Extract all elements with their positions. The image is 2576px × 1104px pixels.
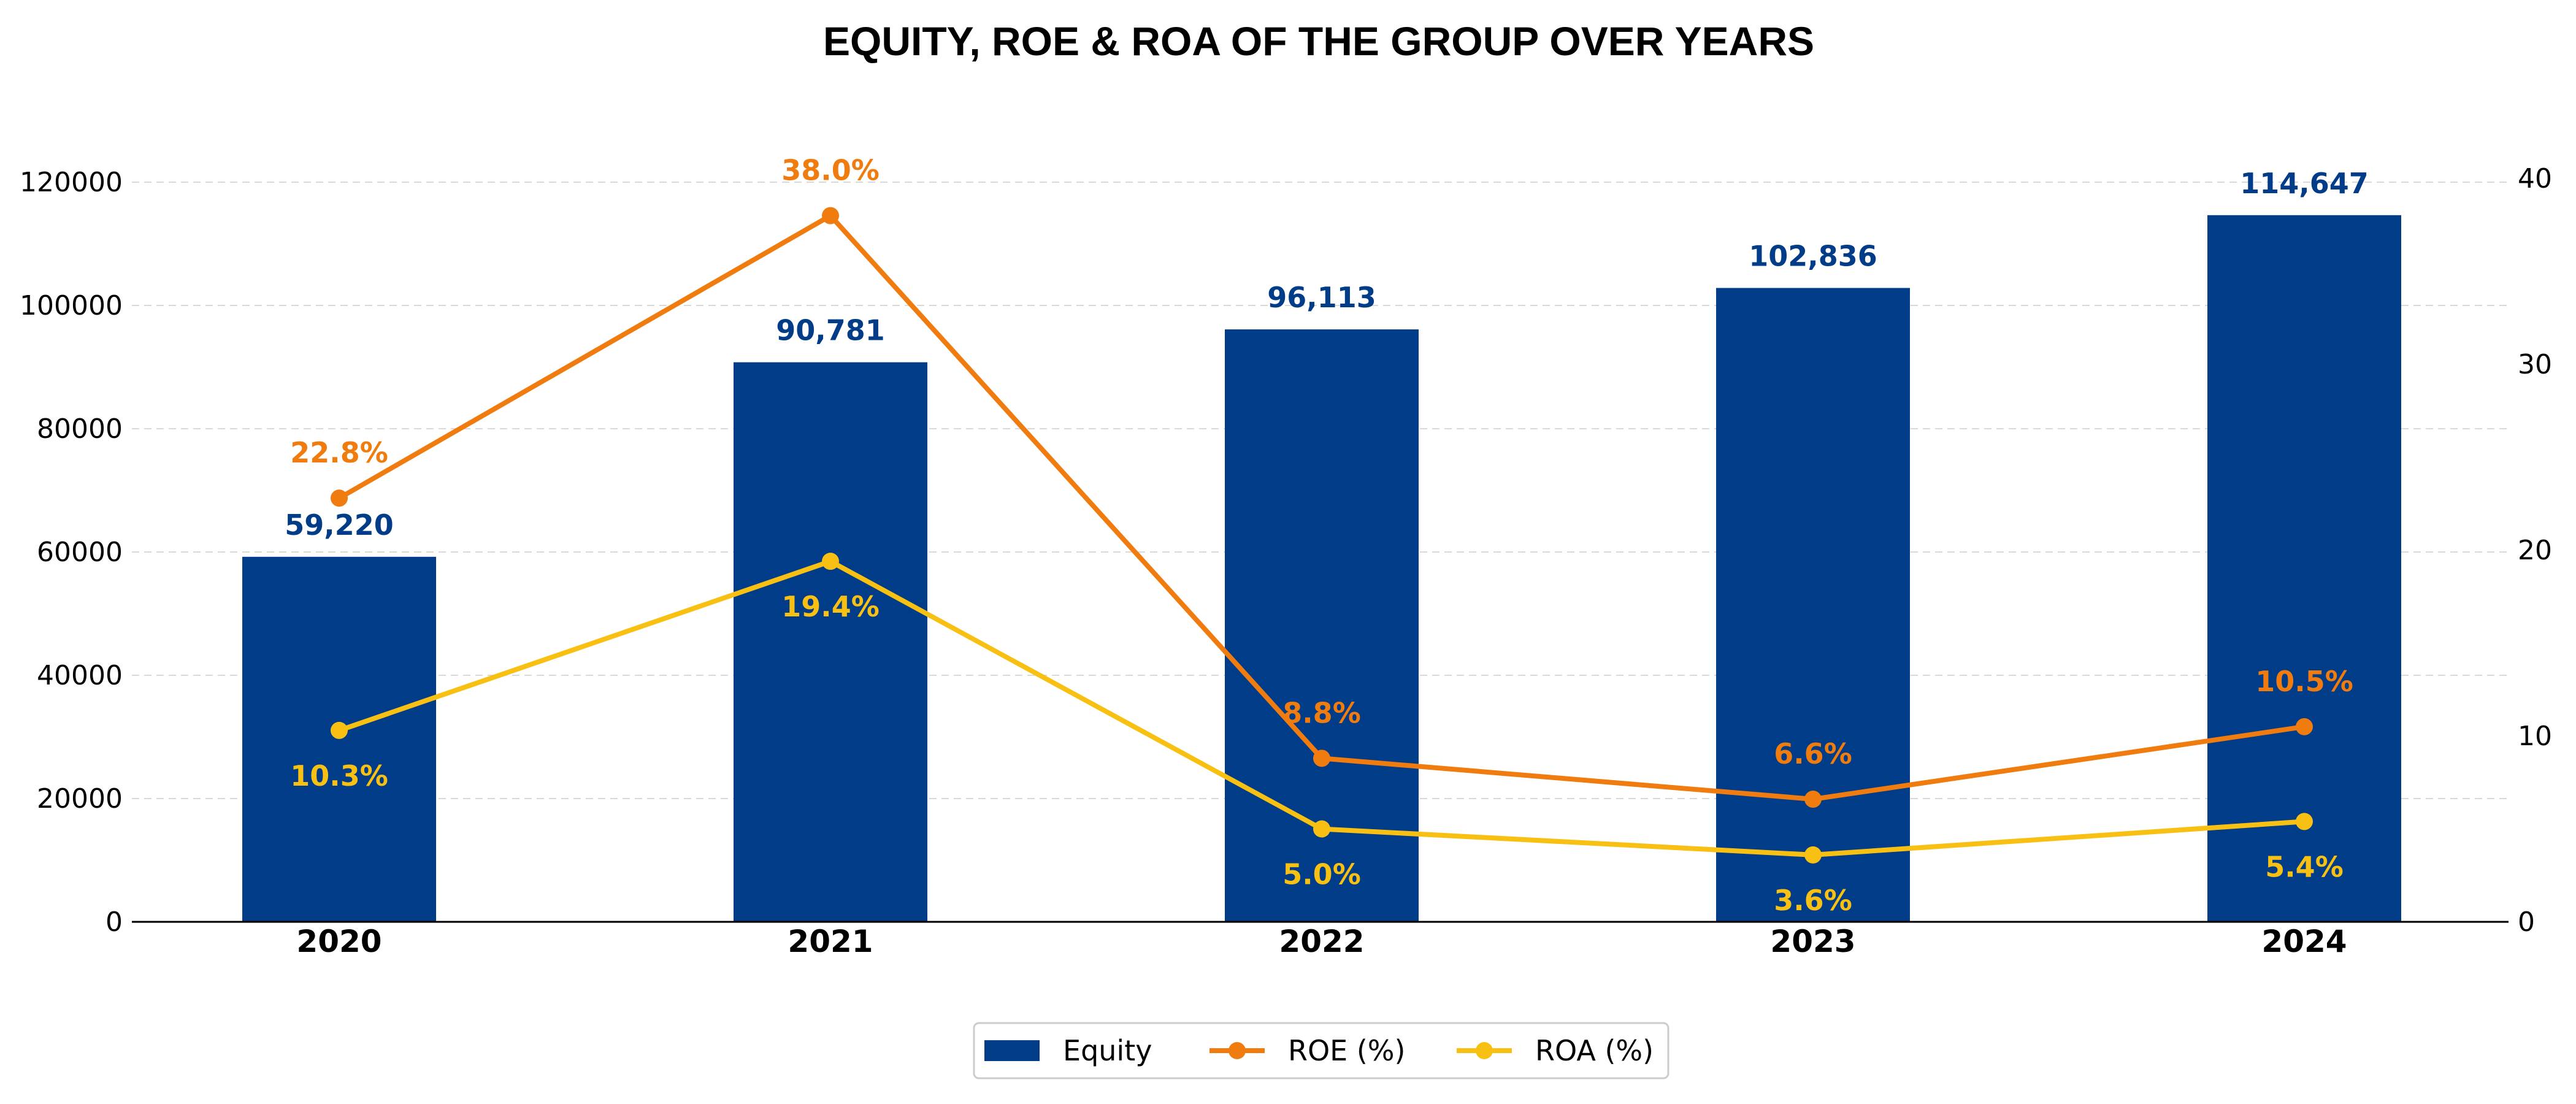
series-data-label: 3.6% xyxy=(1774,884,1852,917)
series-point xyxy=(1804,846,1822,864)
series-point xyxy=(1313,820,1330,838)
legend-label: Equity xyxy=(1063,1034,1152,1067)
x-tick-label: 2020 xyxy=(296,924,381,959)
y-left-tick-label: 80000 xyxy=(37,413,123,445)
series-point xyxy=(1313,749,1330,767)
legend: Equity ROE (%) ROA (%) xyxy=(973,1022,1669,1079)
series-point xyxy=(2296,718,2313,735)
series-data-label: 8.8% xyxy=(1282,696,1361,729)
equity-bar xyxy=(734,362,927,922)
series-point xyxy=(1804,791,1822,808)
y-left-tick-label: 120000 xyxy=(20,167,123,198)
y-left-tick-label: 100000 xyxy=(20,290,123,321)
x-tick-label: 2023 xyxy=(1770,924,1855,959)
series-data-label: 19.4% xyxy=(781,590,880,623)
axes: 0 20000 40000 60000 80000 100000 120000 0 10 20 30… xyxy=(20,163,2552,959)
series-point xyxy=(2296,813,2313,830)
y-right-tick-label: 0 xyxy=(2518,907,2535,938)
series-data-label: 22.8% xyxy=(290,436,388,469)
ratio-lines xyxy=(331,207,2313,864)
y-left-tick-label: 0 xyxy=(105,907,123,938)
equity-data-label: 59,220 xyxy=(285,508,394,542)
legend-box xyxy=(973,1022,1669,1079)
equity-bars xyxy=(242,215,2401,922)
equity-bar xyxy=(2207,215,2401,922)
chart-title: EQUITY, ROE & ROA OF THE GROUP OVER YEAR… xyxy=(823,18,1814,64)
series-data-label: 38.0% xyxy=(781,154,880,187)
y-right-tick-label: 30 xyxy=(2518,349,2552,380)
series-point xyxy=(822,207,839,224)
x-tick-label: 2024 xyxy=(2261,924,2347,959)
series-data-label: 6.6% xyxy=(1774,737,1852,770)
series-data-label: 5.4% xyxy=(2265,850,2344,883)
equity-data-label: 90,781 xyxy=(776,314,885,347)
legend-label: ROA (%) xyxy=(1535,1034,1654,1067)
equity-data-label: 114,647 xyxy=(2240,167,2369,200)
y-left-tick-label: 20000 xyxy=(37,783,123,815)
series-data-label: 5.0% xyxy=(1282,858,1361,891)
equity-data-label: 102,836 xyxy=(1749,239,1877,272)
data-labels: 59,220 90,781 96,113 102,836 114,647 22.8% 38.… xyxy=(285,154,2369,917)
gridlines xyxy=(132,182,2509,799)
y-right-tick-label: 20 xyxy=(2518,535,2552,566)
series-data-label: 10.3% xyxy=(290,759,388,792)
series-data-label: 10.5% xyxy=(2255,665,2353,698)
y-left-tick-label: 60000 xyxy=(37,537,123,568)
series-point xyxy=(822,553,839,570)
x-tick-label: 2021 xyxy=(788,924,873,959)
y-right-tick-label: 40 xyxy=(2518,163,2552,194)
legend-swatch-marker xyxy=(1229,1042,1246,1059)
series-point xyxy=(331,489,348,507)
equity-bar xyxy=(1716,288,1910,922)
equity-bar xyxy=(242,556,436,922)
legend-swatch-bar xyxy=(984,1040,1040,1061)
y-left-tick-label: 40000 xyxy=(37,660,123,691)
equity-data-label: 96,113 xyxy=(1267,281,1376,314)
series-point xyxy=(331,721,348,739)
x-tick-label: 2022 xyxy=(1279,924,1364,959)
legend-swatch-marker xyxy=(1476,1042,1493,1059)
y-right-tick-label: 10 xyxy=(2518,721,2552,752)
legend-label: ROE (%) xyxy=(1288,1034,1405,1067)
